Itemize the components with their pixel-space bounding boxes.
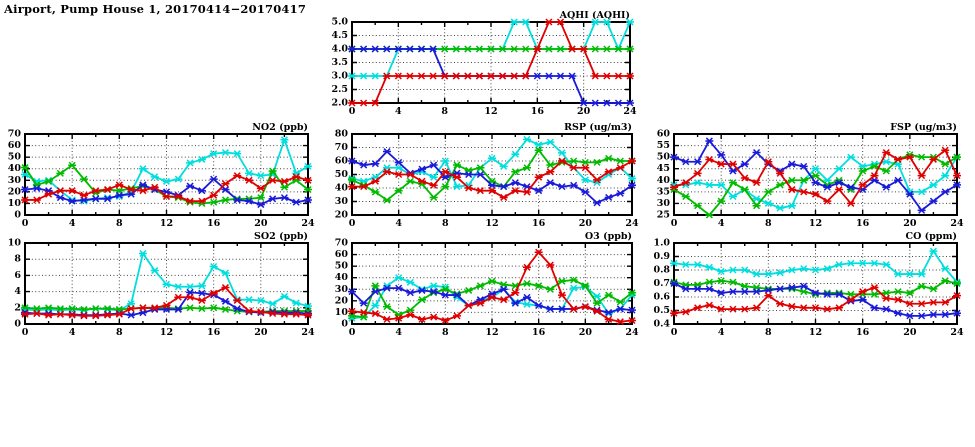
rsp-chart-canvas <box>326 120 647 232</box>
rsp-chart <box>326 120 647 232</box>
aqhi-chart-canvas <box>326 8 647 120</box>
no2-chart <box>0 120 321 232</box>
so2-chart <box>0 229 321 341</box>
no2-chart-canvas <box>0 120 321 232</box>
co-chart <box>648 229 969 341</box>
so2-chart-canvas <box>0 229 321 341</box>
page-title: Airport, Pump House 1, 20170414−20170417 <box>4 2 307 16</box>
fsp-chart-canvas <box>648 120 969 232</box>
co-chart-canvas <box>648 229 969 341</box>
o3-chart-canvas <box>326 229 647 341</box>
fsp-chart <box>648 120 969 232</box>
aqhi-chart <box>326 8 647 120</box>
o3-chart <box>326 229 647 341</box>
